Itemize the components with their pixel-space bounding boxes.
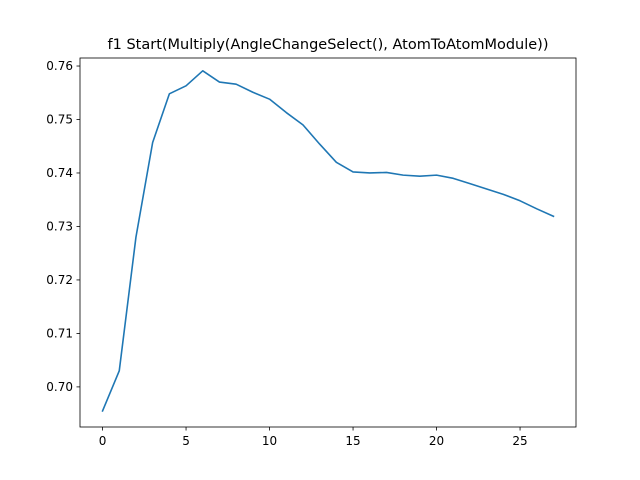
x-tick-label: 25	[512, 434, 527, 448]
y-tick-label: 0.76	[46, 59, 73, 73]
series-line	[101, 70, 555, 413]
plot-area	[101, 70, 555, 413]
chart-title: f1 Start(Multiply(AngleChangeSelect(), A…	[108, 37, 549, 53]
y-tick-label: 0.70	[46, 380, 73, 394]
y-tick-label: 0.75	[46, 113, 73, 127]
y-tick-label: 0.71	[46, 326, 73, 340]
x-axis: 0 5 10 15 20 25	[99, 427, 528, 448]
x-tick-label: 10	[262, 434, 277, 448]
x-tick-label: 20	[429, 434, 444, 448]
y-tick-label: 0.72	[46, 273, 73, 287]
y-tick-label: 0.73	[46, 219, 73, 233]
x-tick-label: 15	[345, 434, 360, 448]
x-tick-label: 5	[182, 434, 190, 448]
y-axis: 0.70 0.71 0.72 0.73 0.74 0.75 0.76	[46, 59, 80, 394]
axes-frame	[79, 57, 577, 428]
x-tick-label: 0	[99, 434, 107, 448]
y-tick-label: 0.74	[46, 166, 73, 180]
